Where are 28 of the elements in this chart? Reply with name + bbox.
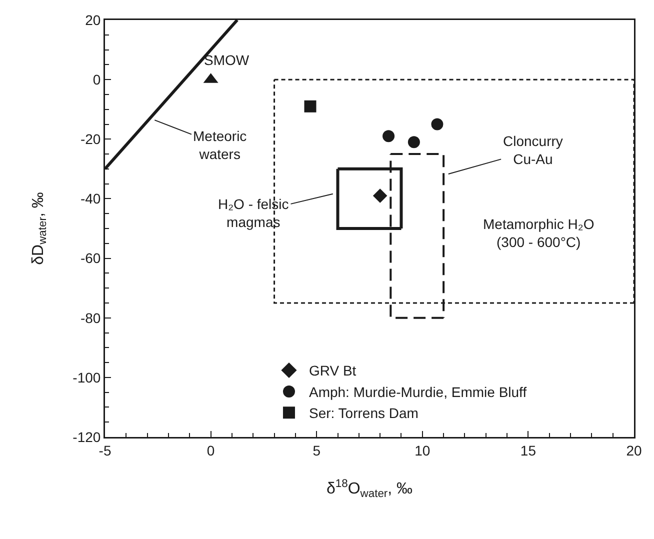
x-tick-label: -5 (98, 442, 112, 458)
x-tick-label: 10 (414, 442, 430, 458)
y-tick-label: -80 (80, 310, 101, 326)
point (431, 118, 444, 130)
series-label: SMOW (204, 52, 250, 68)
y-tick-label: -120 (72, 428, 101, 445)
x-tick-label: 15 (520, 442, 536, 458)
text: Meteoric waters (193, 128, 247, 162)
y-tick-label: -100 (72, 369, 101, 386)
y-tick-label: -40 (80, 190, 101, 207)
x-tick-label: 0 (206, 442, 215, 458)
y-tick-label: -20 (80, 131, 101, 148)
y-tick-label: -60 (80, 250, 101, 266)
text: Cloncurry Cu-Au (503, 133, 563, 168)
x-axis-title: δ$^{18}$O$_{water}$, ‰ (326, 478, 413, 500)
point (382, 130, 395, 142)
point (304, 100, 316, 112)
y-tick-label: 0 (92, 71, 101, 88)
point (408, 136, 420, 148)
text: H₂O - felsic magmas (218, 196, 289, 230)
legend-label: Amph: Murdie-Murdie, Emmie Bluff (308, 384, 527, 400)
legend-label: GRV Bt (308, 362, 356, 379)
annotation: Metamorphic H₂O (300 - 600°C) (483, 216, 594, 250)
x-tick-label: 20 (626, 442, 642, 458)
y-tick-label: 20 (85, 12, 101, 28)
legend-label: Ser: Torrens Dam (308, 405, 418, 422)
point (372, 188, 388, 203)
x-tick-label: 5 (312, 442, 321, 458)
